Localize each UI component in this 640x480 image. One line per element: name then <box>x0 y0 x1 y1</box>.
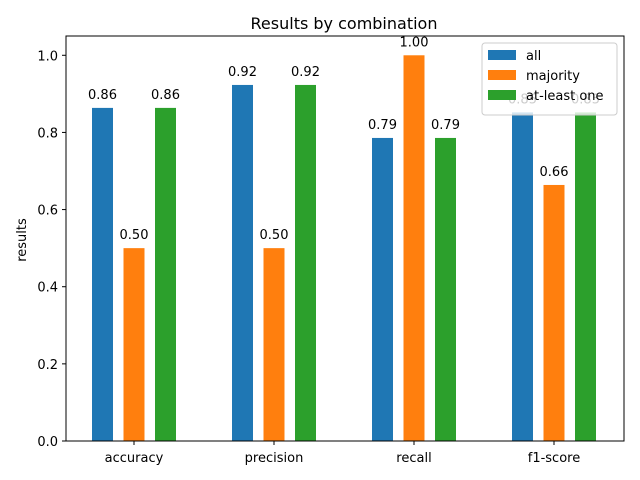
legend-label: majority <box>526 69 580 84</box>
bars-layer <box>92 55 596 442</box>
y-tick-label: 0.0 <box>37 435 58 450</box>
data-label: 0.86 <box>151 88 180 103</box>
bar-all-recall <box>372 137 393 442</box>
y-tick-label: 1.0 <box>37 49 58 64</box>
legend-label: all <box>526 49 541 64</box>
data-label: 0.79 <box>368 118 397 133</box>
x-tick-label: f1-score <box>528 451 580 466</box>
data-label: 0.79 <box>431 118 460 133</box>
legend-label: at-least one <box>526 89 604 104</box>
legend: all majority at-least one <box>481 42 618 116</box>
y-tick-label: 0.6 <box>37 204 58 219</box>
data-label: 0.92 <box>228 65 257 80</box>
bar-at-least-one-precision <box>295 84 316 441</box>
legend-swatch <box>488 70 516 80</box>
bar-majority-precision <box>263 248 285 441</box>
y-tick-label: 0.2 <box>37 358 58 373</box>
y-tick-label: 0.4 <box>37 281 58 296</box>
bar-all-precision <box>232 84 253 441</box>
bar-majority-recall <box>403 55 425 442</box>
chart-title: Results by combination <box>251 14 438 33</box>
bar-at-least-one-f1-score <box>575 112 596 441</box>
bar-all-f1-score <box>512 112 533 441</box>
x-tick-label: accuracy <box>105 451 164 466</box>
data-label: 0.86 <box>88 88 117 103</box>
data-label: 0.92 <box>291 65 320 80</box>
bar-at-least-one-accuracy <box>155 107 176 441</box>
data-label: 0.50 <box>260 228 289 243</box>
bar-all-accuracy <box>92 107 113 441</box>
data-label: 0.50 <box>120 228 149 243</box>
x-tick-label: recall <box>396 451 431 466</box>
x-tick-label: precision <box>245 451 304 466</box>
plot-frame <box>65 35 625 442</box>
bar-at-least-one-recall <box>435 137 456 442</box>
data-label: 0.66 <box>540 165 569 180</box>
bar-majority-f1-score <box>543 184 565 441</box>
bar-majority-accuracy <box>123 248 145 441</box>
y-tick-label: 0.8 <box>37 126 58 141</box>
y-axis-label: results <box>15 218 30 262</box>
legend-swatch <box>488 50 516 60</box>
legend-swatch <box>488 90 516 100</box>
data-label: 1.00 <box>400 35 429 50</box>
axes-layer: 0.0 0.2 0.4 0.6 0.8 1.0 accuracy precision recal… <box>37 35 625 466</box>
